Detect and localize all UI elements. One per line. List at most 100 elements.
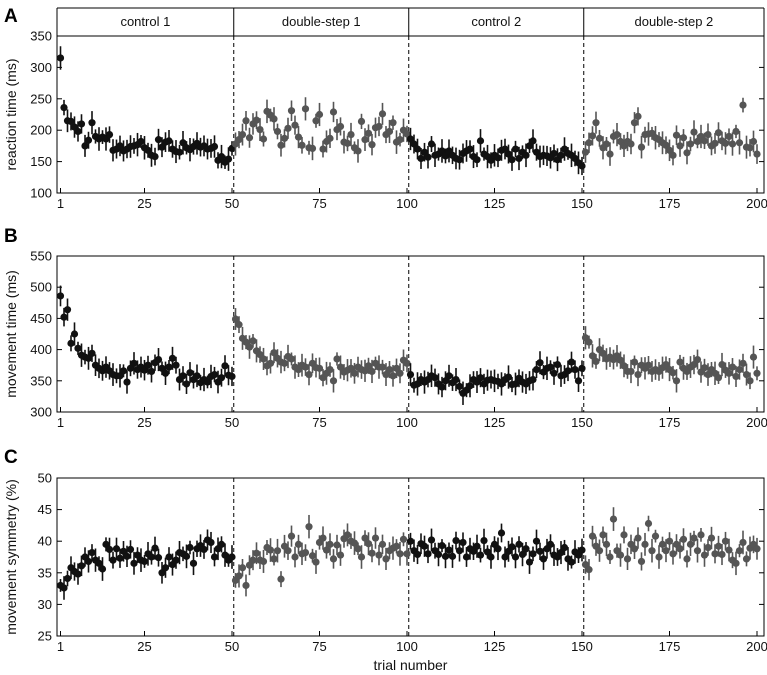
data-point — [277, 575, 285, 583]
data-point — [88, 349, 96, 357]
data-point — [480, 536, 488, 545]
x-tick-label: 75 — [312, 639, 326, 654]
data-point — [567, 358, 576, 366]
y-tick-label: 150 — [30, 154, 52, 169]
data-point — [172, 556, 180, 564]
data-point — [700, 551, 709, 559]
data-point — [361, 136, 369, 144]
x-tick-label: 25 — [137, 415, 151, 430]
panel-letter: B — [4, 226, 18, 247]
data-point — [725, 369, 733, 377]
data-point — [711, 550, 719, 558]
data-point — [294, 540, 303, 548]
data-point — [319, 145, 327, 153]
data-point — [364, 129, 373, 137]
data-point — [511, 145, 520, 153]
data-point — [116, 372, 124, 380]
data-point — [116, 554, 124, 562]
data-point — [686, 540, 695, 548]
data-point — [578, 546, 586, 554]
data-point — [273, 127, 282, 136]
data-point — [63, 574, 72, 583]
series-control-1 — [56, 285, 236, 394]
data-point — [522, 545, 530, 553]
data-point — [238, 130, 247, 139]
data-point — [329, 377, 338, 385]
x-tick-label: 1 — [57, 196, 64, 211]
y-tick-label: 400 — [30, 342, 52, 357]
data-point — [532, 537, 541, 545]
y-tick-label: 500 — [30, 280, 52, 295]
data-point — [333, 541, 341, 549]
data-point — [217, 540, 226, 548]
data-point — [378, 540, 387, 548]
series-double-step-1 — [231, 308, 411, 393]
data-point — [70, 330, 79, 338]
data-point — [259, 355, 268, 363]
data-point — [599, 531, 607, 539]
data-point — [249, 337, 257, 345]
data-point — [532, 365, 541, 374]
x-tick-label: 125 — [484, 196, 506, 211]
data-point — [529, 137, 537, 145]
data-point — [497, 529, 506, 537]
x-tick-label: 100 — [396, 415, 418, 430]
data-point — [123, 552, 131, 560]
data-point — [721, 139, 730, 147]
data-point — [326, 540, 334, 548]
data-point — [504, 373, 513, 381]
data-point — [658, 540, 667, 548]
data-point — [245, 134, 254, 142]
y-tick-label: 30 — [38, 597, 52, 612]
data-point — [515, 154, 523, 163]
data-point — [119, 547, 128, 555]
data-point — [455, 156, 464, 164]
data-point — [396, 550, 404, 558]
data-point — [690, 128, 698, 136]
data-point — [217, 374, 226, 382]
data-point — [60, 313, 68, 321]
y-axis-label: reaction time (ms) — [3, 58, 19, 170]
y-axis-label: movement time (ms) — [3, 270, 19, 398]
data-point — [606, 553, 614, 561]
data-point — [676, 358, 684, 366]
data-point — [245, 561, 254, 569]
data-point — [662, 360, 670, 369]
data-point — [179, 139, 187, 147]
data-point — [529, 375, 537, 384]
data-point — [305, 523, 313, 531]
data-point — [98, 565, 107, 573]
data-point — [473, 156, 481, 164]
y-tick-label: 300 — [30, 60, 52, 75]
data-point — [60, 103, 68, 112]
data-point — [95, 559, 103, 567]
data-point — [392, 364, 401, 372]
data-point — [105, 130, 114, 139]
data-point — [396, 369, 404, 377]
data-point — [326, 134, 334, 142]
data-point — [144, 146, 152, 154]
data-point — [546, 363, 555, 371]
data-point — [105, 545, 114, 554]
data-point — [662, 547, 670, 555]
x-tick-label: 150 — [571, 415, 593, 430]
data-point — [669, 151, 677, 159]
data-point — [459, 538, 467, 547]
data-point — [669, 550, 677, 558]
data-point — [571, 365, 579, 374]
data-point — [322, 546, 331, 554]
data-point — [585, 338, 593, 346]
data-point — [161, 564, 170, 572]
data-point — [74, 127, 82, 136]
data-point — [84, 354, 93, 362]
data-point — [469, 547, 478, 555]
data-point — [343, 139, 352, 147]
data-point — [522, 151, 530, 159]
data-point — [651, 532, 660, 540]
x-tick-label: 50 — [225, 639, 239, 654]
series-double-step-2 — [581, 97, 761, 166]
data-point — [151, 152, 159, 161]
data-point — [326, 365, 334, 374]
data-point — [445, 372, 453, 380]
data-point — [732, 127, 740, 136]
